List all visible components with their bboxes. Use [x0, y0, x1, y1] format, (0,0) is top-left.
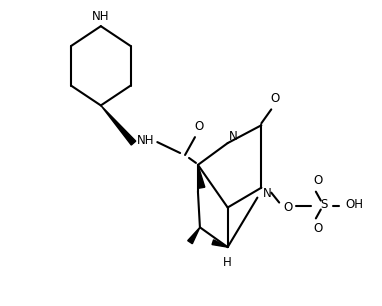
- Text: O: O: [313, 174, 322, 187]
- Text: OH: OH: [345, 198, 364, 211]
- Text: H: H: [223, 256, 232, 270]
- Polygon shape: [212, 240, 228, 247]
- Polygon shape: [101, 106, 136, 145]
- Text: O: O: [194, 120, 204, 133]
- Text: N: N: [263, 187, 272, 200]
- Text: N: N: [229, 130, 238, 143]
- Text: NH: NH: [92, 10, 110, 23]
- Text: NH: NH: [137, 134, 154, 147]
- Text: O: O: [283, 201, 293, 214]
- Polygon shape: [198, 165, 205, 188]
- Text: O: O: [270, 92, 280, 105]
- Polygon shape: [188, 227, 200, 244]
- Text: O: O: [313, 222, 322, 235]
- Text: S: S: [320, 198, 327, 211]
